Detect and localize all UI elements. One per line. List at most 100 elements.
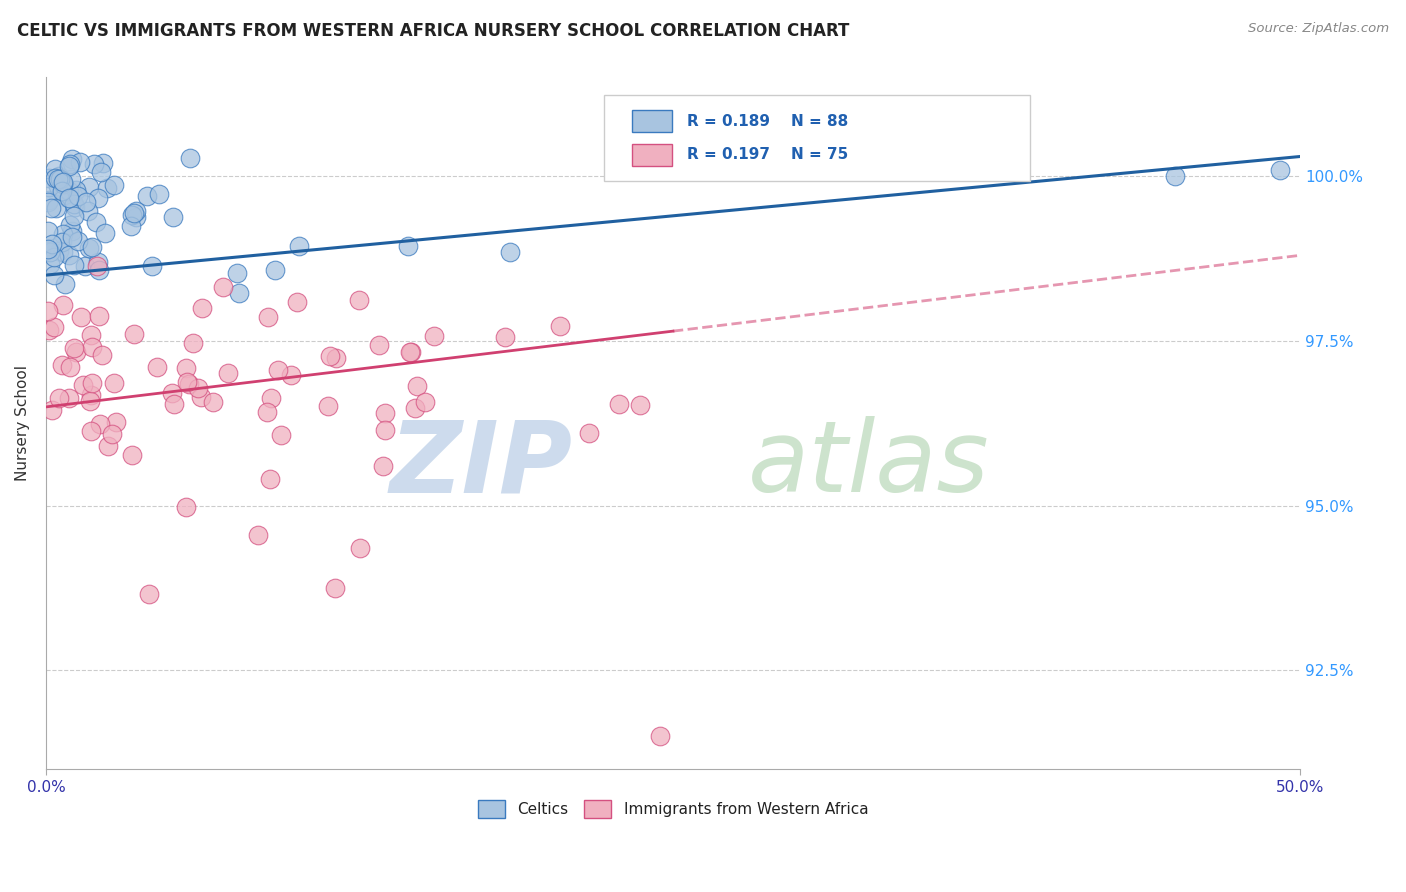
- Point: [103, 178, 125, 193]
- Point: [48, 392, 70, 406]
- Point: [187, 381, 209, 395]
- Point: [120, 219, 142, 233]
- Point: [37, 224, 59, 238]
- Point: [38, 171, 60, 186]
- Point: [97, 439, 120, 453]
- Point: [51, 235, 73, 250]
- Point: [135, 189, 157, 203]
- Point: [498, 245, 520, 260]
- Point: [86, 259, 108, 273]
- Point: [494, 329, 516, 343]
- Point: [67, 234, 90, 248]
- Point: [89, 417, 111, 431]
- Point: [52, 227, 75, 241]
- Point: [80, 424, 103, 438]
- Point: [38, 193, 60, 207]
- Point: [121, 208, 143, 222]
- Point: [125, 210, 148, 224]
- Point: [125, 203, 148, 218]
- Point: [259, 391, 281, 405]
- Point: [267, 363, 290, 377]
- Point: [103, 376, 125, 390]
- Point: [44, 162, 66, 177]
- Point: [87, 255, 110, 269]
- Point: [202, 395, 225, 409]
- Point: [60, 152, 83, 166]
- Point: [59, 157, 82, 171]
- Point: [325, 582, 347, 596]
- Text: atlas: atlas: [748, 417, 990, 514]
- Text: R = 0.189    N = 88: R = 0.189 N = 88: [686, 113, 848, 128]
- Point: [270, 427, 292, 442]
- Point: [93, 226, 115, 240]
- Point: [70, 310, 93, 324]
- Point: [217, 366, 239, 380]
- Point: [347, 293, 370, 307]
- Point: [46, 178, 69, 193]
- Point: [62, 341, 84, 355]
- Point: [247, 527, 270, 541]
- Point: [87, 310, 110, 324]
- Point: [38, 323, 60, 337]
- Point: [316, 399, 339, 413]
- Point: [259, 472, 281, 486]
- Point: [52, 177, 75, 191]
- Point: [41, 237, 63, 252]
- Point: [79, 394, 101, 409]
- Point: [87, 191, 110, 205]
- Point: [374, 406, 396, 420]
- Point: [163, 397, 186, 411]
- Point: [58, 248, 80, 262]
- Point: [58, 192, 80, 206]
- Point: [124, 326, 146, 341]
- Point: [121, 449, 143, 463]
- Point: [77, 179, 100, 194]
- Point: [212, 280, 235, 294]
- FancyBboxPatch shape: [631, 144, 672, 166]
- Point: [91, 156, 114, 170]
- Point: [80, 388, 103, 402]
- Point: [160, 385, 183, 400]
- Point: [58, 391, 80, 405]
- Point: [367, 338, 389, 352]
- Point: [1163, 169, 1185, 184]
- Point: [176, 376, 198, 390]
- Point: [349, 541, 371, 555]
- Point: [38, 180, 60, 194]
- Legend: Celtics, Immigrants from Western Africa: Celtics, Immigrants from Western Africa: [471, 794, 875, 824]
- Point: [256, 405, 278, 419]
- Text: Source: ZipAtlas.com: Source: ZipAtlas.com: [1249, 22, 1389, 36]
- Point: [146, 359, 169, 374]
- Point: [374, 423, 396, 437]
- Point: [181, 336, 204, 351]
- Point: [72, 378, 94, 392]
- Y-axis label: Nursery School: Nursery School: [15, 366, 30, 482]
- Point: [141, 259, 163, 273]
- Point: [399, 345, 422, 359]
- Point: [75, 259, 97, 273]
- Point: [650, 730, 672, 744]
- Point: [42, 320, 65, 334]
- Point: [80, 240, 103, 254]
- Point: [404, 401, 426, 416]
- Point: [280, 368, 302, 382]
- Point: [58, 159, 80, 173]
- Point: [104, 415, 127, 429]
- Point: [423, 329, 446, 343]
- Point: [190, 390, 212, 404]
- Point: [41, 403, 63, 417]
- Point: [83, 156, 105, 170]
- Point: [257, 310, 280, 324]
- Point: [77, 242, 100, 256]
- Point: [37, 244, 59, 259]
- Point: [325, 351, 347, 365]
- Point: [550, 318, 572, 333]
- Text: CELTIC VS IMMIGRANTS FROM WESTERN AFRICA NURSERY SCHOOL CORRELATION CHART: CELTIC VS IMMIGRANTS FROM WESTERN AFRICA…: [17, 22, 849, 40]
- Point: [1268, 162, 1291, 177]
- Point: [52, 297, 75, 311]
- Point: [396, 239, 419, 253]
- Point: [60, 224, 83, 238]
- Point: [63, 258, 86, 272]
- Point: [51, 358, 73, 372]
- Point: [80, 376, 103, 390]
